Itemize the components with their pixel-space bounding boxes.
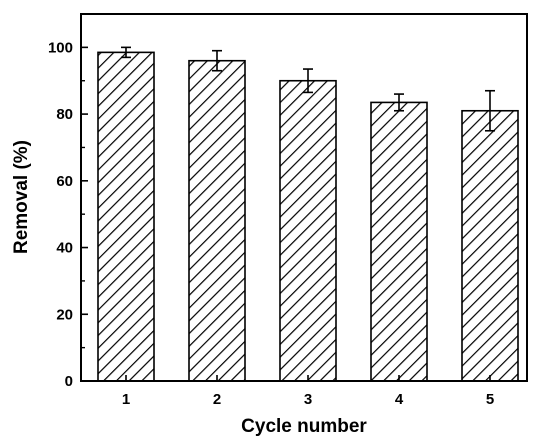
y-tick-label-0: 0 — [65, 373, 73, 390]
tick-labels-layer: 1 2 3 4 5 0 20 40 60 80 100 — [48, 39, 494, 408]
y-axis-title: Removal (%) — [11, 140, 32, 254]
bar-cycle-5 — [461, 109, 519, 382]
bars-layer — [97, 51, 519, 382]
y-tick-label-60: 60 — [56, 173, 73, 190]
x-axis-title: Cycle number — [241, 416, 367, 437]
bar-cycle-2 — [188, 59, 246, 382]
y-tick-label-20: 20 — [56, 306, 73, 323]
error-bar-cycle-5 — [485, 89, 495, 132]
y-tick-label-40: 40 — [56, 240, 73, 257]
error-bar-cycle-2 — [212, 49, 222, 72]
x-tick-label-3: 3 — [304, 391, 312, 408]
y-tick-label-100: 100 — [48, 39, 73, 56]
error-bar-cycle-3 — [303, 68, 313, 94]
bar-cycle-4 — [370, 101, 428, 382]
plot-frame — [80, 13, 528, 382]
x-tick-label-1: 1 — [122, 391, 130, 408]
x-tick-label-2: 2 — [213, 391, 221, 408]
bar-cycle-1 — [97, 51, 155, 382]
y-tick-label-80: 80 — [56, 106, 73, 123]
error-bar-cycle-4 — [394, 93, 404, 112]
x-tick-label-5: 5 — [486, 391, 494, 408]
error-bars-layer — [121, 46, 495, 132]
ticks-layer — [81, 46, 491, 382]
x-tick-label-4: 4 — [395, 391, 404, 408]
error-bar-cycle-1 — [121, 46, 131, 59]
bar-cycle-3 — [279, 79, 337, 382]
